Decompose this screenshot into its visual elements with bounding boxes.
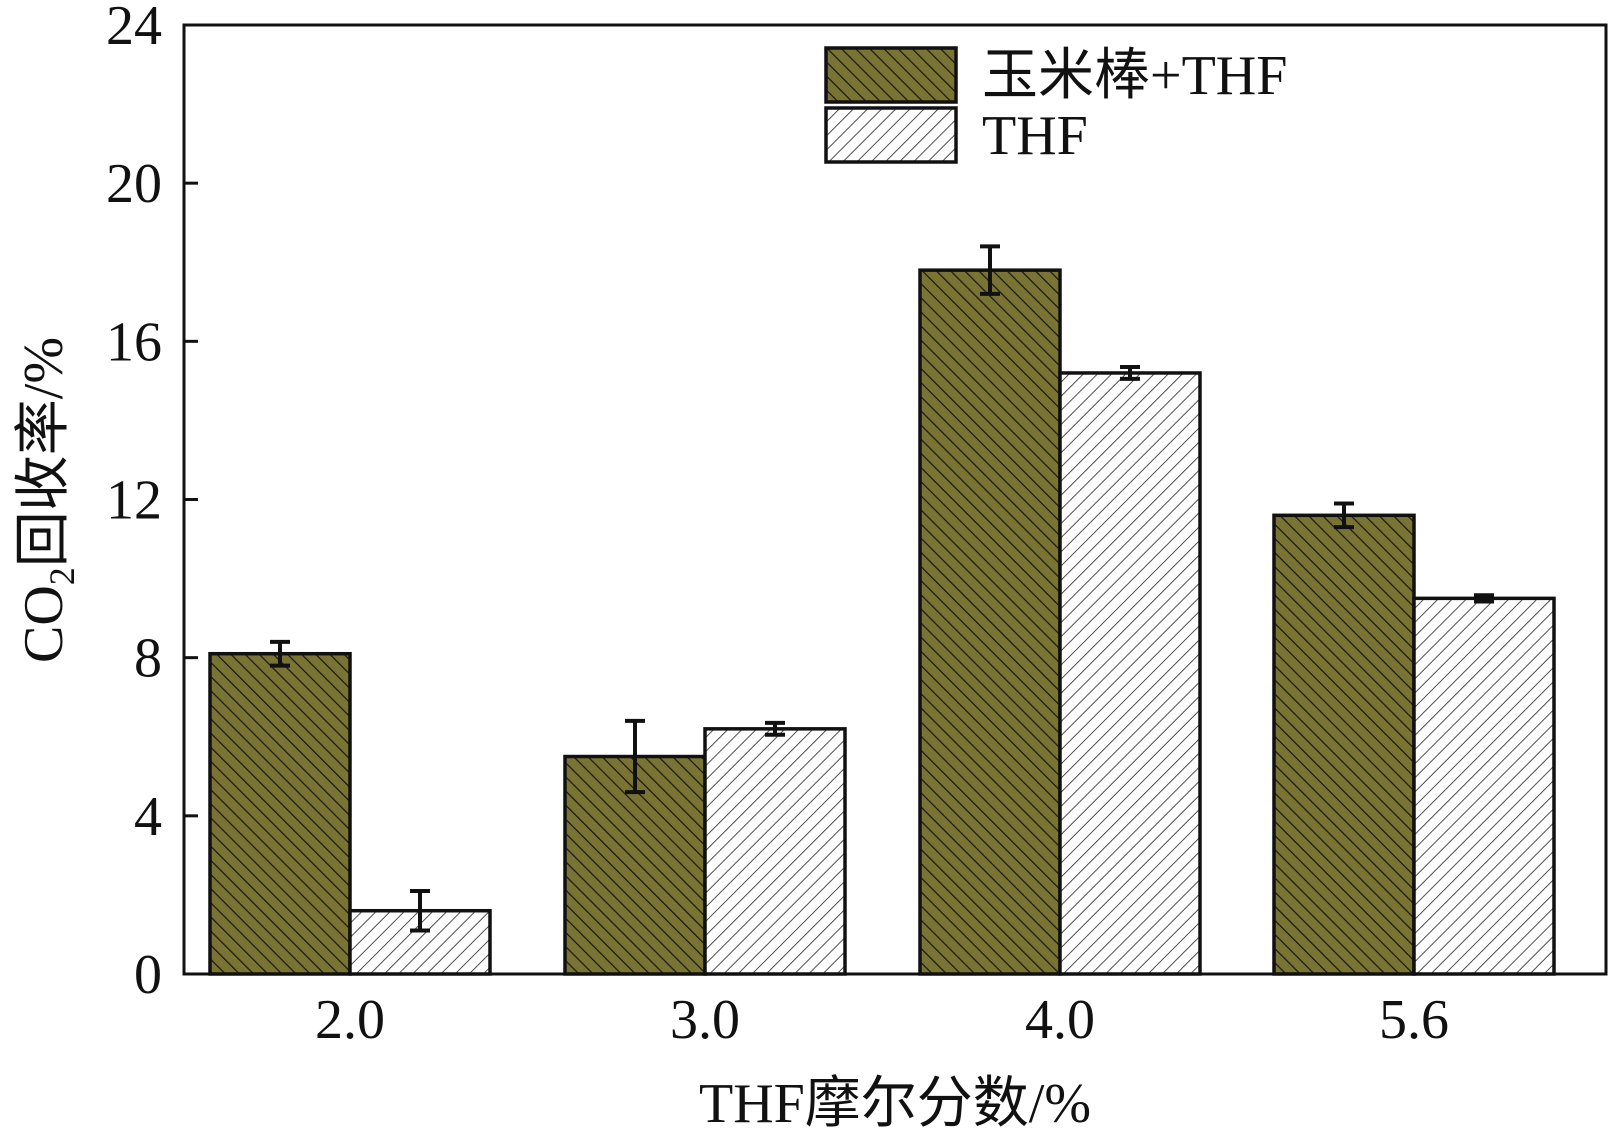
bar-1-3.0 xyxy=(703,727,847,976)
x-axis-label: THF摩尔分数/% xyxy=(699,1073,1091,1135)
y-axis-label-rest: 回收率/% xyxy=(13,337,75,567)
y-axis-label-main: CO xyxy=(13,585,75,663)
bar-1-5.6 xyxy=(1412,596,1556,976)
legend-label-1: THF xyxy=(982,105,1088,167)
legend-swatch-0 xyxy=(824,46,958,104)
y-tick-label-24: 24 xyxy=(106,0,162,57)
y-tick-label-20: 20 xyxy=(106,153,162,215)
y-axis-label: CO2回收率/% xyxy=(13,337,82,663)
bar-0-5.6 xyxy=(1272,513,1416,976)
y-tick-label-4: 4 xyxy=(134,786,162,848)
x-tick-label-3.0: 3.0 xyxy=(670,989,740,1051)
y-tick-label-16: 16 xyxy=(106,311,162,373)
y-tick-label-0: 0 xyxy=(134,944,162,1006)
y-axis: 0 4 8 12 16 20 24 xyxy=(106,0,198,1006)
x-tick-label-4.0: 4.0 xyxy=(1025,989,1095,1051)
bar-1-4.0 xyxy=(1058,371,1202,976)
bar-0-4.0 xyxy=(918,268,1062,976)
legend-swatch-1 xyxy=(824,106,958,164)
x-axis: 2.0 3.0 4.0 5.6 xyxy=(315,989,1449,1051)
error-bars-layer xyxy=(270,244,1494,933)
y-axis-label-subscript: 2 xyxy=(42,567,82,585)
y-tick-label-12: 12 xyxy=(106,470,162,532)
x-tick-label-2.0: 2.0 xyxy=(315,989,385,1051)
legend-label-0: 玉米棒+THF xyxy=(982,45,1287,107)
bars-layer xyxy=(208,268,1556,976)
x-tick-label-5.6: 5.6 xyxy=(1379,989,1449,1051)
y-tick-label-8: 8 xyxy=(134,628,162,690)
bar-0-2.0 xyxy=(208,651,352,976)
